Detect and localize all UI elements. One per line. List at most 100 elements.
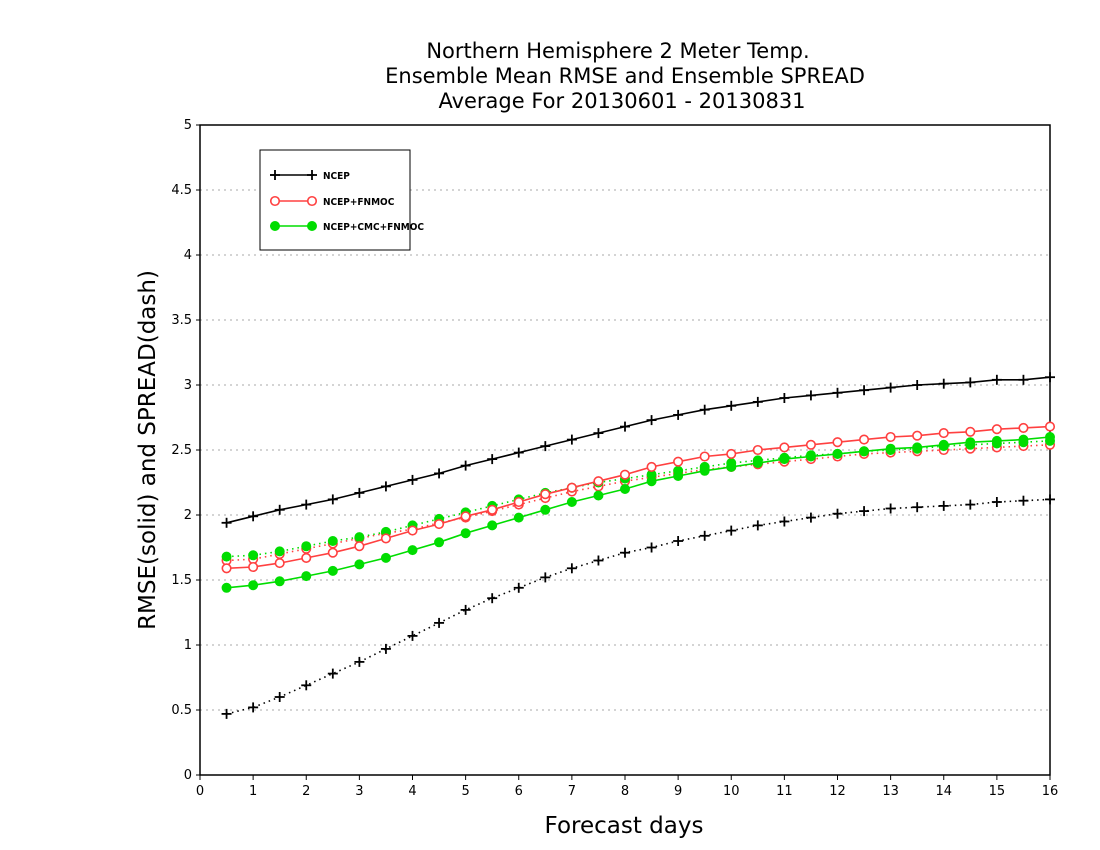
- ncep-cmc-fnmoc-rmse-point: [1045, 432, 1055, 442]
- ncep-spread-point: [380, 643, 391, 654]
- ncep-cmc-fnmoc-rmse-point: [859, 446, 870, 457]
- ncep-spread-point: [673, 536, 684, 546]
- ncep-fnmoc-rmse-point: [752, 444, 763, 456]
- y-tick-label: 4: [184, 248, 192, 263]
- x-tick-label: 8: [621, 784, 629, 799]
- ncep-spread-point: [885, 503, 896, 514]
- x-tick-label: 12: [829, 784, 846, 799]
- ncep-cmc-fnmoc-rmse-point: [938, 439, 949, 450]
- ncep-spread-point: [274, 692, 285, 702]
- ncep-cmc-fnmoc-rmse-point: [221, 582, 232, 593]
- legend-ncep-point: [270, 170, 280, 180]
- ncep-spread-point: [938, 500, 949, 511]
- ncep-rmse-point: [354, 487, 365, 498]
- ncep-rmse-point: [779, 393, 790, 403]
- ncep-spread-point: [513, 582, 524, 593]
- legend-item-ncep-fnmoc: NCEP+FNMOC: [269, 195, 395, 208]
- ncep-rmse-point: [699, 404, 710, 415]
- ncep-cmc-fnmoc-rmse-point: [380, 552, 391, 563]
- legend-label: NCEP+CMC+FNMOC: [323, 222, 424, 233]
- x-tick-label: 16: [1042, 784, 1059, 799]
- ncep-spread-point: [248, 702, 259, 713]
- ncep-cmc-fnmoc-spread-point: [274, 546, 285, 557]
- x-tick-label: 7: [568, 784, 576, 799]
- ncep-rmse-series: [221, 372, 1055, 528]
- ncep-cmc-fnmoc-rmse-point: [779, 454, 790, 465]
- ncep-rmse-point: [965, 377, 976, 388]
- ncep-spread-point: [859, 506, 870, 517]
- ncep-spread-point: [1045, 494, 1055, 505]
- ncep-cmc-fnmoc-rmse-point: [699, 465, 710, 476]
- ncep-spread-point: [832, 508, 843, 519]
- y-tick-label: 1: [184, 638, 192, 653]
- ncep-fnmoc-rmse-series: [221, 421, 1056, 574]
- ncep-spread-point: [646, 542, 657, 553]
- ncep-spread-point: [726, 525, 737, 536]
- x-tick-label: 3: [355, 784, 363, 799]
- ncep-cmc-fnmoc-rmse-point: [805, 451, 816, 462]
- ncep-cmc-fnmoc-rmse-point: [434, 537, 445, 548]
- y-tick-label: 2: [184, 508, 192, 523]
- ncep-rmse-point: [540, 441, 551, 452]
- ncep-spread-point: [221, 708, 232, 719]
- x-tick-label: 10: [723, 784, 740, 799]
- ncep-cmc-fnmoc-rmse-point: [540, 504, 551, 515]
- ncep-rmse-point: [805, 390, 816, 401]
- ncep-fnmoc-rmse-point: [434, 519, 445, 530]
- ncep-rmse-point: [859, 385, 870, 396]
- y-tick-label: 1.5: [171, 573, 192, 588]
- x-tick-label: 2: [302, 784, 310, 799]
- ncep-cmc-fnmoc-rmse-point: [885, 443, 896, 454]
- ncep-spread-point: [805, 512, 816, 523]
- chart-title-line-2: Ensemble Mean RMSE and Ensemble SPREAD: [385, 64, 865, 88]
- legend-ncep-fnmoc-point: [306, 195, 318, 207]
- x-tick-label: 0: [196, 784, 204, 799]
- ncep-fnmoc-rmse-point: [327, 547, 338, 558]
- ncep-rmse-point: [460, 460, 471, 471]
- ncep-rmse-point: [248, 511, 259, 522]
- ncep-spread-point: [354, 656, 365, 667]
- ncep-fnmoc-rmse-point: [805, 439, 816, 450]
- ncep-cmc-fnmoc-rmse-point: [646, 476, 657, 487]
- x-tick-label: 6: [515, 784, 523, 799]
- y-tick-label: 3.5: [171, 313, 192, 328]
- y-axis-label: RMSE(solid) and SPREAD(dash): [135, 270, 161, 630]
- ncep-fnmoc-rmse-point: [938, 428, 949, 439]
- legend-item-ncep-cmc-fnmoc: NCEP+CMC+FNMOC: [270, 221, 424, 233]
- ncep-rmse-point: [434, 468, 445, 479]
- ncep-spread-point: [699, 530, 710, 541]
- x-tick-label: 13: [882, 784, 899, 799]
- ncep-cmc-fnmoc-rmse-point: [1018, 434, 1029, 445]
- ncep-cmc-fnmoc-rmse-point: [513, 512, 524, 523]
- ncep-rmse-point: [1018, 374, 1029, 385]
- ncep-fnmoc-rmse-point: [540, 489, 551, 500]
- ncep-spread-point: [912, 502, 923, 513]
- ncep-rmse-point: [593, 428, 604, 439]
- ncep-rmse-point: [726, 400, 737, 411]
- ncep-fnmoc-rmse-point: [912, 430, 923, 441]
- y-tick-label: 5: [184, 118, 192, 133]
- ncep-rmse-point: [327, 494, 338, 505]
- ncep-fnmoc-rmse-point: [354, 541, 365, 552]
- ncep-rmse-point: [513, 447, 524, 458]
- y-tick-label: 3: [184, 378, 192, 393]
- ncep-fnmoc-rmse-point: [859, 434, 870, 445]
- legend: NCEP NCEP+FNMOC NCEP+CMC+FNMOC: [259, 149, 424, 251]
- ncep-rmse-point: [274, 504, 285, 515]
- x-tick-label: 5: [461, 784, 469, 799]
- x-axis-label: Forecast days: [545, 813, 704, 839]
- ncep-spread-point: [566, 563, 577, 574]
- ncep-rmse-point: [407, 474, 418, 485]
- ncep-cmc-fnmoc-rmse-point: [752, 458, 763, 468]
- ncep-spread-point: [779, 516, 790, 527]
- ncep-rmse-point: [991, 374, 1002, 385]
- chart-title-line-1: Northern Hemisphere 2 Meter Temp.: [426, 39, 809, 63]
- ncep-spread-point: [620, 547, 630, 558]
- ncep-spread-point: [460, 604, 471, 615]
- ncep-spread-point: [487, 593, 498, 604]
- ncep-spread-point: [1018, 495, 1029, 506]
- ncep-rmse-point: [673, 409, 684, 420]
- ncep-rmse-point: [380, 481, 391, 492]
- ncep-fnmoc-rmse-point: [673, 456, 684, 467]
- ncep-rmse-point: [1045, 372, 1055, 383]
